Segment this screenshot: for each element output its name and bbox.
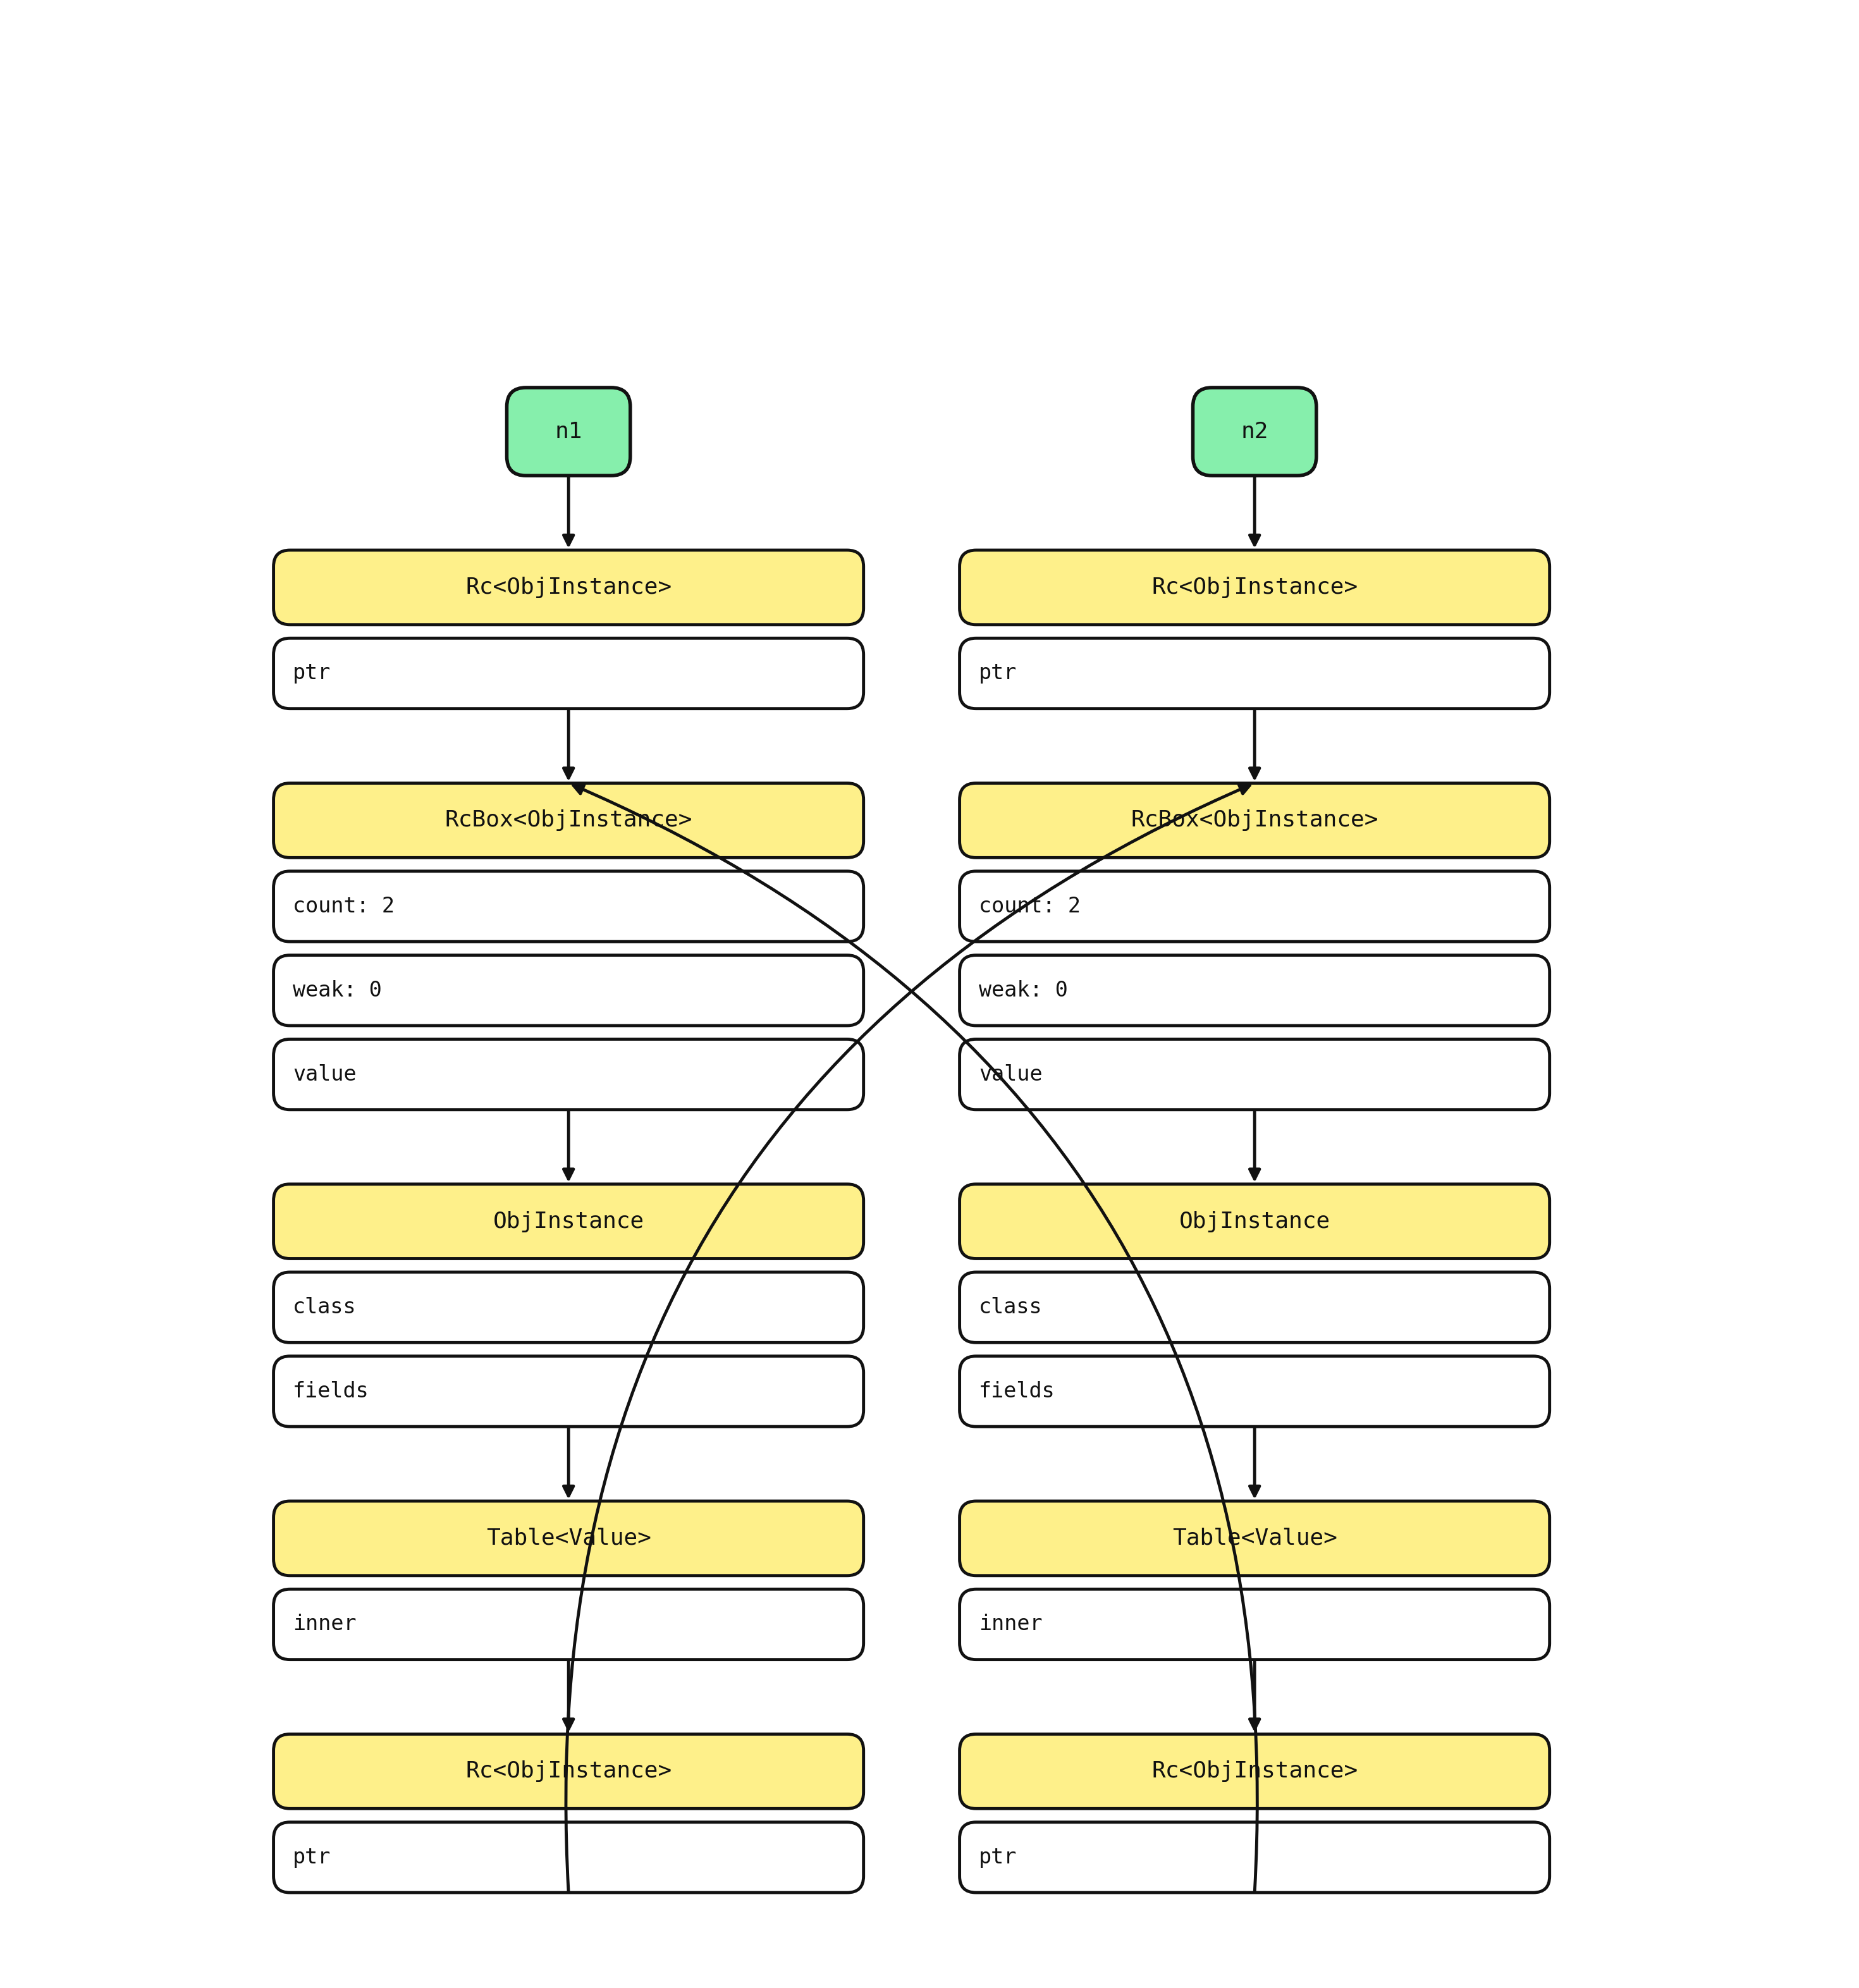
Text: RcBox<ObjInstance>: RcBox<ObjInstance> bbox=[444, 809, 692, 831]
FancyBboxPatch shape bbox=[959, 1734, 1550, 1809]
FancyBboxPatch shape bbox=[959, 1823, 1550, 1893]
FancyBboxPatch shape bbox=[959, 871, 1550, 942]
Text: ObjInstance: ObjInstance bbox=[493, 1211, 645, 1233]
Text: ptr: ptr bbox=[980, 662, 1017, 684]
Text: ObjInstance: ObjInstance bbox=[1179, 1211, 1331, 1233]
FancyBboxPatch shape bbox=[273, 1356, 864, 1427]
FancyBboxPatch shape bbox=[273, 871, 864, 942]
FancyBboxPatch shape bbox=[273, 1040, 864, 1109]
Text: n1: n1 bbox=[554, 421, 582, 443]
Text: Table<Value>: Table<Value> bbox=[1171, 1527, 1337, 1549]
Text: Table<Value>: Table<Value> bbox=[485, 1527, 651, 1549]
FancyBboxPatch shape bbox=[959, 783, 1550, 857]
FancyBboxPatch shape bbox=[273, 1272, 864, 1342]
FancyBboxPatch shape bbox=[273, 1734, 864, 1809]
Text: fields: fields bbox=[980, 1382, 1056, 1402]
FancyBboxPatch shape bbox=[959, 1272, 1550, 1342]
Text: RcBox<ObjInstance>: RcBox<ObjInstance> bbox=[1130, 809, 1378, 831]
Text: weak: 0: weak: 0 bbox=[292, 980, 381, 1000]
FancyBboxPatch shape bbox=[273, 954, 864, 1026]
Text: class: class bbox=[980, 1296, 1043, 1318]
Text: value: value bbox=[980, 1064, 1043, 1085]
Text: ptr: ptr bbox=[292, 1847, 331, 1869]
FancyBboxPatch shape bbox=[273, 1501, 864, 1576]
Text: Rc<ObjInstance>: Rc<ObjInstance> bbox=[465, 577, 671, 598]
FancyBboxPatch shape bbox=[959, 551, 1550, 624]
Text: fields: fields bbox=[292, 1382, 370, 1402]
Text: Rc<ObjInstance>: Rc<ObjInstance> bbox=[465, 1761, 671, 1781]
Text: count: 2: count: 2 bbox=[292, 897, 394, 916]
FancyBboxPatch shape bbox=[959, 1040, 1550, 1109]
FancyBboxPatch shape bbox=[1193, 388, 1316, 475]
FancyBboxPatch shape bbox=[959, 1185, 1550, 1258]
FancyBboxPatch shape bbox=[273, 1823, 864, 1893]
Text: Rc<ObjInstance>: Rc<ObjInstance> bbox=[1151, 577, 1357, 598]
FancyBboxPatch shape bbox=[273, 1588, 864, 1660]
FancyBboxPatch shape bbox=[273, 638, 864, 708]
Text: inner: inner bbox=[980, 1614, 1043, 1634]
FancyBboxPatch shape bbox=[959, 638, 1550, 708]
Text: value: value bbox=[292, 1064, 357, 1085]
FancyBboxPatch shape bbox=[959, 1356, 1550, 1427]
FancyBboxPatch shape bbox=[273, 783, 864, 857]
Text: weak: 0: weak: 0 bbox=[980, 980, 1067, 1000]
FancyBboxPatch shape bbox=[959, 954, 1550, 1026]
Text: inner: inner bbox=[292, 1614, 357, 1634]
FancyBboxPatch shape bbox=[959, 1588, 1550, 1660]
FancyBboxPatch shape bbox=[508, 388, 630, 475]
Text: n2: n2 bbox=[1240, 421, 1268, 443]
Text: ptr: ptr bbox=[292, 662, 331, 684]
FancyBboxPatch shape bbox=[273, 551, 864, 624]
Text: Rc<ObjInstance>: Rc<ObjInstance> bbox=[1151, 1761, 1357, 1781]
FancyBboxPatch shape bbox=[959, 1501, 1550, 1576]
FancyBboxPatch shape bbox=[273, 1185, 864, 1258]
Text: ptr: ptr bbox=[980, 1847, 1017, 1869]
Text: count: 2: count: 2 bbox=[980, 897, 1080, 916]
Text: class: class bbox=[292, 1296, 357, 1318]
